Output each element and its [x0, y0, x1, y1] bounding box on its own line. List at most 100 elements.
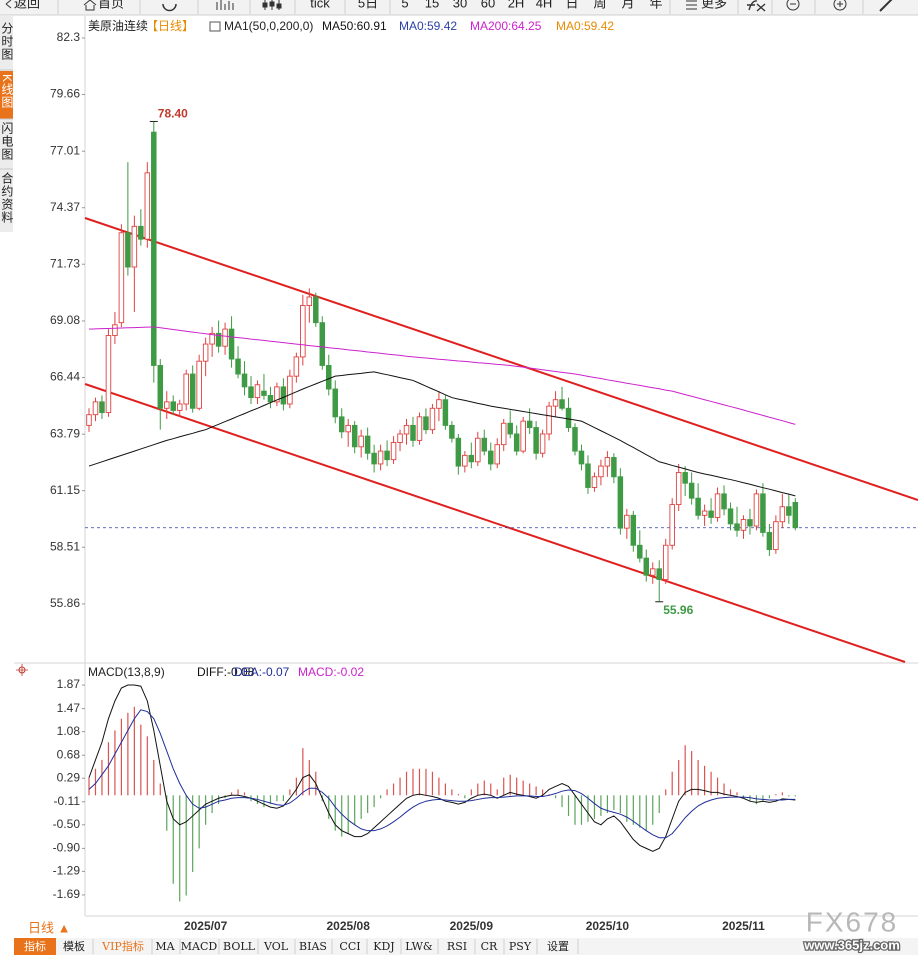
side-tab-selected: [0, 71, 13, 119]
chart-icon[interactable]: [216, 0, 234, 10]
candle-body: [481, 437, 488, 452]
macd-title: MACD(13,8,9): [88, 665, 165, 679]
toolbar-button[interactable]: 4H: [536, 0, 553, 10]
toolbar-button[interactable]: 返回: [14, 0, 40, 10]
candle-body: [209, 332, 215, 345]
y-tick-label: 77.01: [50, 143, 80, 157]
candle-body: [403, 424, 410, 435]
candle-body: [371, 452, 377, 465]
watermark-logo: FX678: [806, 906, 899, 937]
bottom-tab[interactable]: MACD: [181, 940, 218, 953]
candle-body: [662, 544, 669, 580]
trend-line[interactable]: [84, 217, 918, 501]
toolbar-button[interactable]: 月: [621, 0, 634, 10]
y-tick-label: 69.08: [50, 313, 80, 327]
trend-line[interactable]: [84, 383, 906, 663]
candle-body: [539, 433, 546, 454]
side-tab[interactable]: 分时图: [0, 22, 14, 61]
candle-body: [734, 523, 740, 531]
candle-icon[interactable]: [262, 0, 282, 10]
toolbar-button[interactable]: 更多: [701, 0, 727, 10]
bottom-tab-separators: [92, 939, 579, 954]
y-tick-label: -0.50: [53, 817, 81, 831]
candle-body: [332, 388, 338, 418]
toolbar-button[interactable]: 30: [453, 0, 467, 10]
candle-body: [202, 343, 209, 362]
candle-body: [669, 504, 675, 546]
toolbar-button[interactable]: tick: [310, 0, 330, 10]
candle-body: [183, 373, 189, 405]
toolbar-button[interactable]: 15: [425, 0, 439, 10]
bottom-tab[interactable]: PSY: [509, 940, 532, 953]
draw-icon[interactable]: [879, 0, 893, 12]
home-icon[interactable]: [83, 0, 97, 11]
side-tab[interactable]: 闪电图: [0, 122, 14, 161]
bottom-tab[interactable]: BOLL: [223, 940, 256, 953]
candle-body: [235, 358, 241, 375]
toolbar-button[interactable]: 60: [481, 0, 495, 10]
candle-body: [766, 531, 773, 551]
y-tick-label: -0.11: [54, 794, 81, 808]
candle-body: [688, 482, 695, 499]
candle-body: [520, 420, 526, 452]
candle-body: [773, 521, 779, 551]
candle-body: [559, 399, 565, 409]
more-icon[interactable]: [686, 0, 697, 10]
candle-body: [513, 433, 520, 452]
candle-body: [86, 414, 92, 426]
bottom-tab[interactable]: 设置: [547, 940, 569, 953]
candle-body: [254, 384, 261, 399]
toolbar-button[interactable]: 2H: [508, 0, 525, 10]
candle-body: [637, 544, 643, 559]
bottom-tab[interactable]: 指标: [24, 939, 46, 953]
candle-body: [138, 225, 144, 240]
bottom-tab[interactable]: VOL: [263, 940, 289, 953]
zoom-in-icon[interactable]: [833, 0, 847, 11]
toolbar-button[interactable]: 年: [649, 0, 662, 10]
candle-body: [792, 502, 799, 529]
bottom-tab[interactable]: CCI: [339, 940, 360, 953]
candle-body: [377, 450, 384, 465]
side-tab[interactable]: 合约资料: [0, 171, 14, 224]
bottom-tab[interactable]: RSI: [447, 940, 467, 953]
back-icon[interactable]: [5, 0, 12, 9]
period-switch[interactable]: 日线 ▲: [28, 920, 70, 935]
candle-body: [500, 422, 507, 446]
candle-body: [488, 450, 494, 465]
candle-body: [157, 365, 164, 409]
legend-label: MA50:60.91: [322, 19, 387, 33]
candle-body: [306, 296, 313, 306]
candle-body: [351, 424, 358, 448]
bottom-tab[interactable]: CR: [481, 940, 498, 953]
y-tick-label: 1.87: [57, 677, 81, 691]
zoom-out-icon[interactable]: [786, 0, 800, 11]
toolbar-button[interactable]: 周: [593, 0, 606, 10]
candle-body: [338, 416, 345, 433]
toolbar-button[interactable]: 首页: [98, 0, 124, 10]
legend-label: DIFF:-0.08: [197, 665, 255, 679]
bottom-tab[interactable]: BIAS: [299, 940, 327, 953]
legend-label: MACD:-0.02: [298, 665, 364, 679]
candle-body: [222, 328, 228, 347]
y-tick-label: 82.3: [57, 30, 81, 44]
candle-body: [151, 131, 157, 366]
toolbar-button[interactable]: 5日: [358, 0, 378, 10]
indicator-icon[interactable]: [209, 21, 221, 32]
toolbar-button[interactable]: 5: [401, 0, 408, 10]
bottom-tab[interactable]: MA: [155, 940, 175, 953]
bottom-tab[interactable]: VIP指标: [101, 939, 144, 953]
side-tab[interactable]: K线图: [0, 74, 14, 109]
candle-body: [682, 472, 688, 484]
bottom-tab[interactable]: 模板: [63, 939, 85, 953]
candle-body: [416, 416, 423, 441]
refresh-icon[interactable]: [162, 3, 177, 12]
toolbar-button[interactable]: 日: [565, 0, 578, 10]
candle-body: [364, 435, 371, 454]
bottom-tabs: [14, 938, 918, 955]
candle-body: [695, 497, 701, 516]
candle-body: [164, 401, 170, 409]
formula-icon[interactable]: [747, 0, 766, 12]
bottom-tab[interactable]: LW&: [405, 940, 433, 953]
candle-body: [287, 375, 293, 405]
bottom-tab[interactable]: KDJ: [373, 940, 394, 953]
